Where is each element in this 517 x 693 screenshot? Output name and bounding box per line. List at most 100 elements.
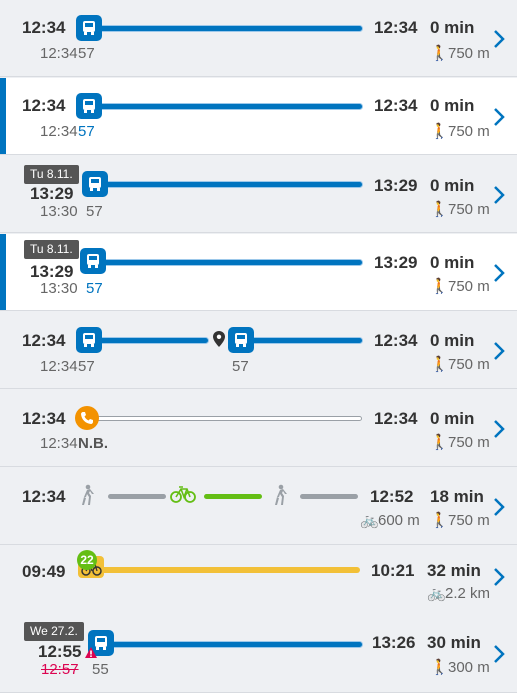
duration: 0 min [430, 96, 475, 115]
walk-leg-bar [300, 494, 358, 499]
chevron-right-icon[interactable] [492, 496, 506, 518]
bus-icon [76, 15, 102, 41]
departure-time: 12:34 [22, 331, 66, 350]
walk-icon: 🚶 [430, 278, 449, 295]
chevron-right-icon[interactable] [492, 106, 506, 128]
route-number: 55 [92, 661, 109, 678]
duration: 32 min [427, 561, 481, 580]
walk-distance: 🚶750 m [430, 200, 490, 218]
route-number: 57 [78, 123, 95, 140]
walk-icon: 🚶 [430, 512, 449, 529]
route-number: 57 [86, 280, 103, 297]
departure-time: 12:34 [22, 96, 66, 115]
walk-distance: 🚶750 m [430, 277, 490, 295]
bus-icon [80, 248, 106, 274]
walk-distance-value: 750 m [448, 123, 490, 140]
itinerary-row[interactable]: 12:34 12:52 18 min 🚲600 m 🚶750 m [0, 468, 517, 545]
date-badge: Tu 8.11. [24, 240, 79, 259]
walk-distance-value: 750 m [448, 356, 490, 373]
itinerary-row[interactable]: 09:49 22 10:21 32 min 🚲2.2 km [0, 546, 517, 623]
walk-distance: 🚶750 m [430, 511, 490, 529]
arrival-time: 12:34 [374, 331, 418, 350]
departure-time: 12:34 [22, 409, 66, 428]
itinerary-row[interactable]: 12:34 12:34 N.B. 12:34 0 min 🚶750 m [0, 390, 517, 467]
duration: 0 min [430, 176, 475, 195]
bike-leg-bar [204, 494, 262, 499]
chevron-right-icon[interactable] [492, 184, 506, 206]
walk-icon: 🚶 [430, 659, 449, 676]
arrival-time: 12:34 [374, 409, 418, 428]
walk-icon: 🚶 [430, 123, 449, 140]
bike-distance: 🚲600 m [360, 511, 420, 529]
scheduled-time: 12:34 [40, 123, 78, 140]
scheduled-time: 13:30 [40, 203, 78, 220]
scheduled-time: 12:34 [40, 358, 78, 375]
duration: 18 min [430, 487, 484, 506]
location-pin-icon [213, 331, 225, 347]
walk-distance: 🚶750 m [430, 122, 490, 140]
arrival-time: 13:29 [374, 176, 418, 195]
bike-small-icon: 🚲 [427, 585, 446, 602]
walk-distance-value: 750 m [448, 434, 490, 451]
walk-distance-value: 750 m [448, 201, 490, 218]
chevron-right-icon[interactable] [492, 643, 506, 665]
bus-leg-bar-2 [238, 338, 362, 343]
bike-small-icon: 🚲 [360, 512, 379, 529]
walk-distance: 🚶750 m [430, 44, 490, 62]
departure-time: 09:49 [22, 562, 66, 581]
chevron-right-icon[interactable] [492, 262, 506, 284]
alert-icon [85, 647, 97, 658]
chevron-right-icon[interactable] [492, 340, 506, 362]
duration: 30 min [427, 633, 481, 652]
bus-icon [228, 327, 254, 353]
itinerary-row[interactable]: Tu 8.11. 13:29 13:30 57 13:29 0 min 🚶750… [0, 156, 517, 233]
itinerary-row[interactable]: 12:34 12:34 57 57 12:34 0 min 🚶750 m [0, 312, 517, 389]
bus-leg-bar [94, 260, 362, 265]
departure-time: 12:34 [22, 487, 66, 506]
itinerary-row[interactable]: We 27.2. 12:55 12:57 55 13:26 30 min 🚶30… [0, 616, 517, 693]
date-badge: Tu 8.11. [24, 165, 79, 184]
date-badge: We 27.2. [24, 622, 84, 641]
duration: 0 min [430, 18, 475, 37]
arrival-time: 12:52 [370, 487, 414, 506]
itinerary-row-selected[interactable]: 12:34 12:34 57 12:34 0 min 🚶750 m [0, 78, 517, 155]
citybike-leg-bar [90, 567, 360, 573]
route-number-2: 57 [232, 358, 249, 375]
walk-icon [82, 484, 94, 505]
walk-distance: 🚶750 m [430, 433, 490, 451]
call-leg-bar [88, 416, 362, 421]
bike-distance-value: 2.2 km [445, 585, 491, 602]
arrival-time: 10:21 [371, 561, 415, 580]
bus-leg-bar [86, 338, 208, 343]
bus-leg-bar [94, 182, 362, 187]
walk-icon: 🚶 [430, 201, 449, 218]
duration: 0 min [430, 409, 475, 428]
route-number: 57 [78, 358, 95, 375]
walk-icon: 🚶 [430, 356, 449, 373]
route-number: 57 [86, 203, 103, 220]
bike-distance-value: 600 m [378, 512, 420, 529]
departure-time: 13:29 [30, 184, 74, 203]
walk-icon: 🚶 [430, 45, 449, 62]
arrival-time: 13:26 [372, 633, 416, 652]
scheduled-time: 13:30 [40, 280, 78, 297]
route-number: 57 [78, 45, 95, 62]
itinerary-row[interactable]: 12:34 12:34 57 12:34 0 min 🚶750 m [0, 0, 517, 77]
bus-leg-bar [100, 642, 362, 647]
departure-time: 12:34 [22, 18, 66, 37]
walk-distance-value: 300 m [448, 659, 490, 676]
departure-time: 13:29 [30, 262, 74, 281]
scheduled-time-cancelled: 12:57 [41, 661, 79, 678]
bus-icon [76, 327, 102, 353]
walk-distance-value: 750 m [448, 45, 490, 62]
walk-distance-value: 750 m [448, 278, 490, 295]
chevron-right-icon[interactable] [492, 418, 506, 440]
walk-distance-value: 750 m [448, 512, 490, 529]
walk-icon: 🚶 [430, 434, 449, 451]
walk-distance: 🚶300 m [430, 658, 490, 676]
itinerary-row-selected[interactable]: Tu 8.11. 13:29 13:30 57 13:29 0 min 🚶750… [0, 234, 517, 311]
chevron-right-icon[interactable] [492, 566, 506, 588]
arrival-time: 12:34 [374, 18, 418, 37]
chevron-right-icon[interactable] [492, 28, 506, 50]
